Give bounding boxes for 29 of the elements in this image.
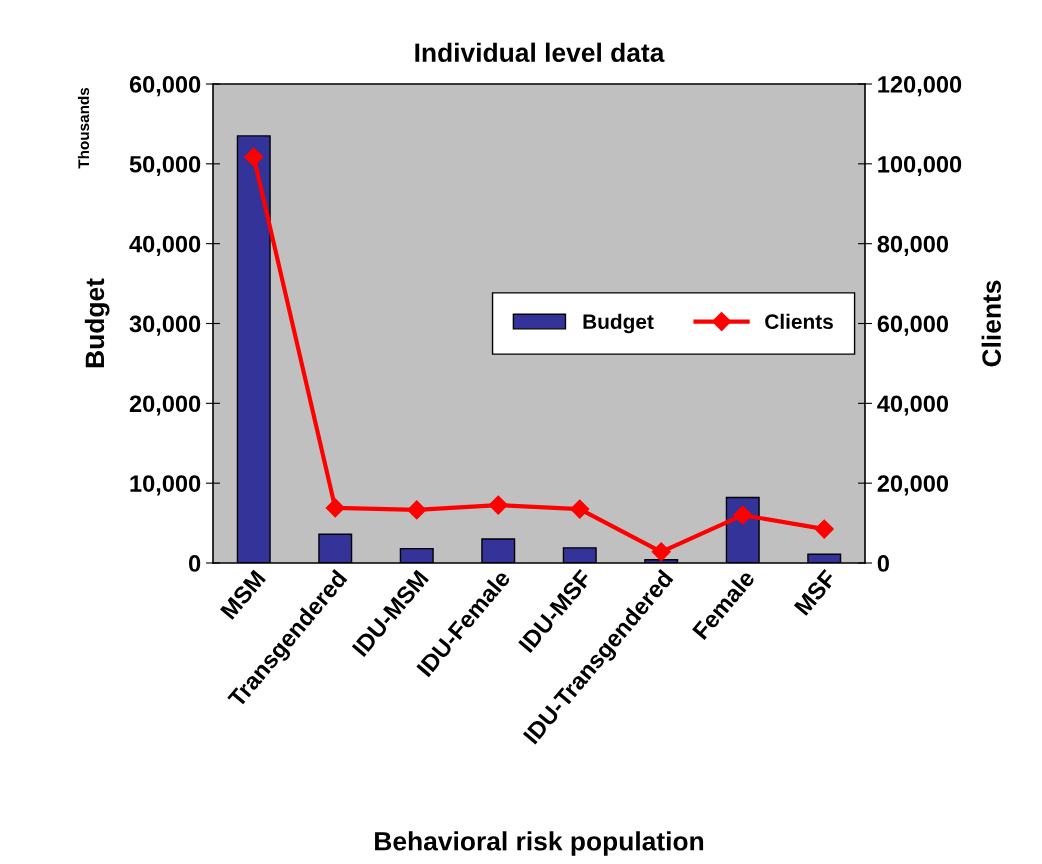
legend-label: Budget	[583, 313, 654, 334]
point	[814, 519, 834, 539]
point	[651, 542, 671, 562]
y2-tick-label: 20,000	[877, 475, 949, 496]
point	[488, 495, 508, 515]
point	[733, 505, 753, 525]
y-tick-label: 60,000	[129, 76, 201, 97]
y2-tick-label: 80,000	[877, 235, 949, 256]
y-tick-label: 10,000	[130, 475, 201, 496]
y2-axis-title: Clients	[981, 280, 1001, 367]
point	[407, 500, 427, 520]
y2-tick-label: 40,000	[877, 395, 949, 416]
y-tick-label: 40,000	[129, 235, 201, 256]
y-tick-label: 30,000	[129, 315, 201, 336]
chart-title: Individual level data	[415, 42, 665, 63]
x-axis-title: Behavioral risk population	[375, 831, 704, 856]
point	[244, 147, 264, 167]
legend-label: Clients	[765, 313, 833, 330]
y-tick-label: 20,000	[129, 395, 201, 416]
y2-tick-label: 60,000	[877, 315, 949, 336]
y2-tick-label: 120,000	[878, 76, 962, 97]
y2-tick-label: 100,000	[878, 155, 962, 177]
point	[570, 499, 590, 519]
y-tick-label: 50,000	[129, 155, 201, 177]
point	[325, 498, 345, 518]
y-tick-label: 0	[189, 555, 201, 572]
text: Thousands	[77, 87, 90, 169]
y-axis-title: Budget	[84, 278, 110, 368]
y2-tick-label: 0	[877, 555, 889, 572]
